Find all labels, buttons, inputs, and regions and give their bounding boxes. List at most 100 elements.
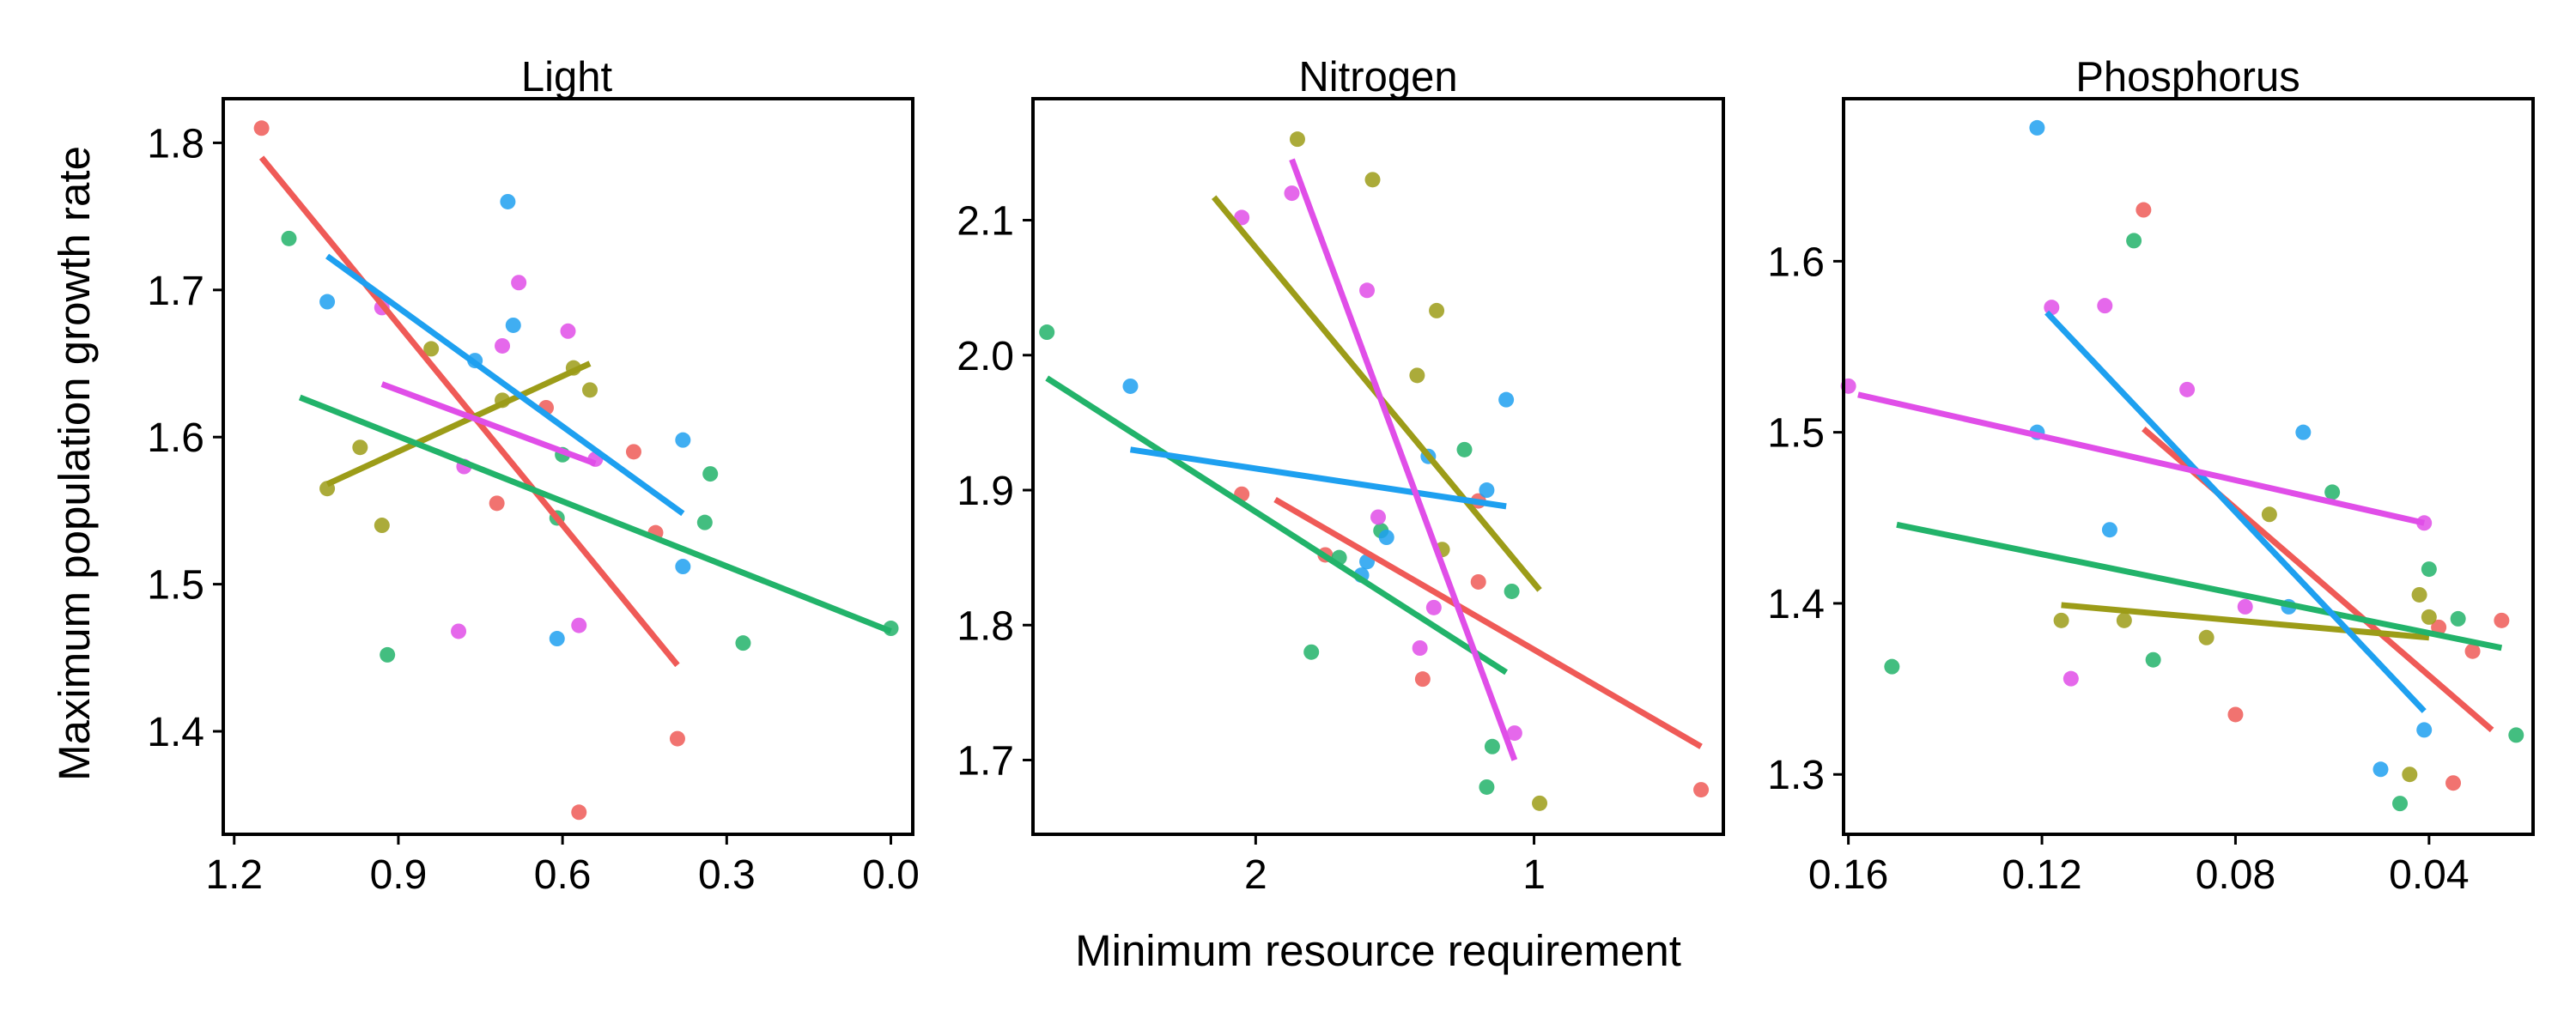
data-point <box>495 337 511 354</box>
data-point <box>1456 441 1473 457</box>
y-tick-label: 1.8 <box>147 121 204 167</box>
data-point <box>253 120 270 136</box>
y-tick-label: 1.5 <box>147 563 204 609</box>
data-point <box>1370 509 1386 525</box>
x-tick-label: 0.04 <box>2389 852 2469 898</box>
y-tick-label: 1.5 <box>1767 411 1825 457</box>
data-point <box>1234 209 1250 226</box>
data-point <box>2508 727 2524 743</box>
data-point <box>1506 725 1522 742</box>
fit-line <box>325 253 685 517</box>
panel-title: Light <box>521 54 613 100</box>
data-point <box>1303 644 1320 660</box>
data-point <box>2295 424 2312 440</box>
data-point <box>2179 381 2196 397</box>
data-point <box>281 230 297 246</box>
data-point <box>2029 119 2045 136</box>
y-axis-label: Maximum population growth rate <box>50 146 99 781</box>
y-tick-label: 2.1 <box>957 199 1014 245</box>
data-point <box>500 193 516 209</box>
data-point <box>2116 612 2132 628</box>
data-point <box>2324 484 2341 500</box>
x-tick-label: 0.0 <box>862 852 920 898</box>
x-tick-label: 0.12 <box>2002 852 2081 898</box>
data-point <box>1122 378 1139 394</box>
data-point <box>451 623 467 639</box>
data-point <box>571 804 587 821</box>
data-point <box>1289 131 1305 148</box>
data-point <box>2421 561 2437 578</box>
data-point <box>511 275 527 291</box>
data-point <box>1498 391 1515 408</box>
data-point <box>2445 775 2462 791</box>
data-point <box>2198 629 2215 645</box>
y-tick-label: 1.4 <box>1767 582 1825 627</box>
data-point <box>2053 612 2069 628</box>
fit-line <box>1857 391 2425 526</box>
data-point <box>1484 738 1500 754</box>
data-point <box>1429 302 1445 318</box>
panel-phosphorus: Phosphorus 0.16 0.12 0.08 0.04 1.3 1.4 1.5 1.6 <box>1767 54 2535 898</box>
x-tick-label: 0.3 <box>698 852 756 898</box>
y-tick-label: 1.6 <box>1767 239 1825 285</box>
y-tick-label: 1.7 <box>147 269 204 314</box>
fit-line <box>1273 496 1703 749</box>
data-point <box>1532 795 1548 811</box>
y-tick-label: 1.4 <box>147 710 204 755</box>
data-point <box>2097 298 2113 314</box>
data-point <box>1470 573 1486 590</box>
plot-area: 0.16 0.12 0.08 0.04 1.3 1.4 1.5 1.6 <box>1767 97 2535 898</box>
fit-line <box>1045 375 1509 676</box>
data-point <box>1378 530 1394 546</box>
data-point <box>669 730 685 747</box>
fit-line <box>298 394 892 634</box>
data-point <box>2416 722 2433 738</box>
x-tick-label: 1.2 <box>205 852 263 898</box>
data-point <box>560 323 576 339</box>
data-point <box>1284 185 1300 202</box>
data-point <box>735 635 751 651</box>
x-tick-label: 1 <box>1522 852 1546 898</box>
data-point <box>2411 586 2427 603</box>
fit-line <box>1129 446 1507 510</box>
data-point <box>2421 609 2437 625</box>
data-point <box>549 631 565 647</box>
data-point <box>2402 766 2418 783</box>
y-tick-label: 1.8 <box>957 603 1014 649</box>
y-tick-label: 1.7 <box>957 739 1014 785</box>
data-point <box>675 432 691 448</box>
data-point <box>380 646 396 663</box>
fit-line <box>2061 602 2430 641</box>
data-point <box>571 617 587 633</box>
data-point <box>319 294 336 310</box>
axes-frame <box>222 97 914 836</box>
data-point <box>423 341 440 357</box>
data-point <box>1359 282 1376 299</box>
data-point <box>1479 482 1495 499</box>
data-point <box>1884 658 1900 675</box>
data-point <box>2063 670 2079 687</box>
plot-area: 1.2 0.9 0.6 0.3 0.0 1.4 1.5 1.6 1.7 1.8 <box>147 97 920 898</box>
fit-line <box>325 360 592 488</box>
data-point <box>352 439 368 456</box>
data-point <box>702 466 719 482</box>
data-point <box>1693 782 1710 798</box>
data-point <box>1409 367 1425 384</box>
axes-frame <box>1842 97 2535 836</box>
data-point <box>2261 506 2277 523</box>
data-point <box>1364 172 1381 188</box>
data-point <box>1479 779 1495 795</box>
fit-line <box>1896 521 2503 651</box>
panel-title: Phosphorus <box>2075 54 2300 100</box>
panel-light: Light 1.2 0.9 0.6 0.3 0.0 1.4 1.5 1.6 1.7 1.8 <box>147 54 920 898</box>
data-point <box>2136 202 2152 218</box>
data-point <box>675 559 691 575</box>
data-point <box>2450 610 2466 627</box>
data-point <box>2101 522 2117 538</box>
data-point <box>2145 651 2161 668</box>
data-point <box>696 514 713 530</box>
y-tick-label: 2.0 <box>957 334 1014 379</box>
data-point <box>1425 599 1442 615</box>
x-tick-label: 0.16 <box>1808 852 1888 898</box>
y-tick-label: 1.6 <box>147 415 204 461</box>
